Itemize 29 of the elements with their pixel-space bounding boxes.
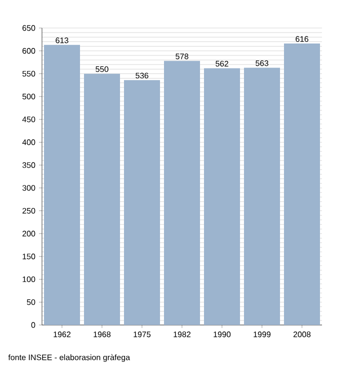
data-label: 563 (256, 60, 268, 66)
y-tick-label: 450 (22, 116, 36, 122)
x-tick-label: 2008 (294, 332, 311, 338)
source-note: fonte INSEE - elaborasion gràfega (8, 354, 130, 362)
x-tick-label: 1982 (174, 332, 190, 338)
y-tick-label: 100 (22, 276, 36, 282)
data-label: 616 (296, 36, 308, 42)
y-tick-label: 550 (22, 70, 36, 77)
data-label: 550 (96, 66, 108, 72)
y-tick-label: 150 (22, 254, 36, 260)
x-tick-label: 1990 (214, 332, 231, 338)
x-tick-label: 1968 (94, 332, 111, 338)
x-tick-label: 1999 (254, 332, 270, 338)
data-label: 578 (176, 54, 188, 60)
x-tick-label: 1962 (54, 332, 70, 338)
y-tick-label: 600 (22, 48, 36, 54)
y-tick-label: 300 (22, 185, 36, 191)
y-tick-label: 250 (22, 208, 36, 214)
data-label: 536 (136, 72, 148, 78)
x-tick-label: 1975 (134, 332, 151, 338)
y-tick-label: 0 (31, 322, 36, 328)
data-label: 562 (216, 60, 228, 67)
y-tick-label: 50 (26, 299, 36, 305)
y-tick-label: 500 (22, 94, 36, 100)
y-tick-label: 400 (22, 139, 36, 146)
y-tick-label: 350 (22, 162, 36, 168)
data-label: 613 (56, 38, 68, 44)
y-tick-label: 650 (22, 25, 36, 31)
y-tick-label: 200 (22, 230, 36, 236)
